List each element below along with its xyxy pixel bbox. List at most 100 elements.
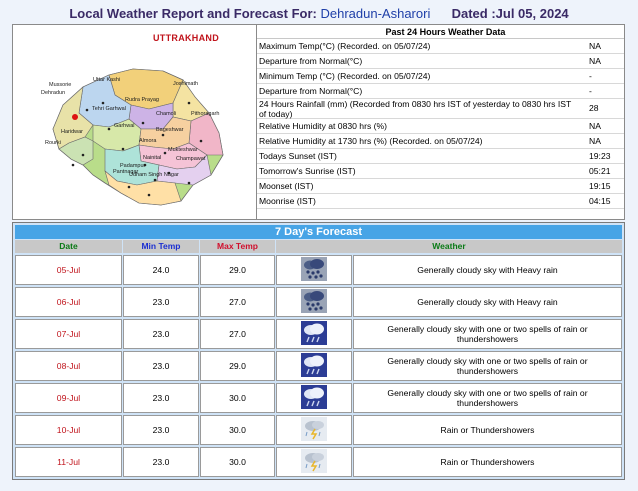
forecast-min-temp: 23.0 xyxy=(123,287,199,317)
forecast-max-temp: 30.0 xyxy=(200,447,275,477)
past-data-value: - xyxy=(589,86,592,96)
rain-cloud-icon xyxy=(301,321,327,347)
past-data-value: 05:21 xyxy=(589,166,611,176)
past-data-row: Relative Humidity at 0830 hrs (%) NA xyxy=(257,119,624,134)
past-data-row: Tomorrow's Sunrise (IST) 05:21 xyxy=(257,164,624,179)
past-data-label: Moonrise (IST) xyxy=(259,196,316,206)
forecast-weather-description: Generally cloudy sky with Heavy rain xyxy=(353,287,622,317)
town-label: Pantnagar xyxy=(113,169,139,175)
town-label: Rudra Prayag xyxy=(125,97,159,103)
forecast-min-temp: 23.0 xyxy=(123,351,199,381)
past-data-row: Moonset (IST) 19:15 xyxy=(257,179,624,194)
past-data-value: 28 xyxy=(589,103,599,113)
past-data-value: NA xyxy=(589,56,601,66)
forecast-row: 09-Jul 23.0 30.0 Generally cloudy sky with … xyxy=(15,383,622,413)
forecast-icon-cell xyxy=(276,319,352,349)
forecast-icon-cell xyxy=(276,415,352,445)
forecast-max-temp: 30.0 xyxy=(200,415,275,445)
forecast-row: 10-Jul 23.0 30.0 Rain or Thundershowers xyxy=(15,415,622,445)
thundershower-icon xyxy=(301,449,327,475)
forecast-max-temp: 29.0 xyxy=(200,351,275,381)
past-data-label: Departure from Normal(°C) xyxy=(259,56,363,66)
town-label: Tehri Garhwal xyxy=(92,106,126,112)
top-panel: UTTRAKHAND Uttar Kashi Mussorie Dehradun… xyxy=(12,24,625,220)
town-label: Mukteshwar xyxy=(168,147,198,153)
forecast-date: 11-Jul xyxy=(15,447,122,477)
forecast-icon-cell xyxy=(276,287,352,317)
town-label: Uttar Kashi xyxy=(93,77,121,83)
forecast-row: 07-Jul 23.0 27.0 Generally cloudy sky with … xyxy=(15,319,622,349)
forecast-row: 06-Jul 23.0 27.0 Generally cloudy sky with … xyxy=(15,287,622,317)
forecast-date: 08-Jul xyxy=(15,351,122,381)
town-label: Garhwal xyxy=(114,123,135,129)
column-header-min-temp: Min Temp xyxy=(123,240,199,253)
past-data-label: Relative Humidity at 1730 hrs (%) (Recor… xyxy=(259,136,483,146)
town-label: Padampur xyxy=(120,163,146,169)
past-data-label: Relative Humidity at 0830 hrs (%) xyxy=(259,121,387,131)
forecast-weather-description: Generally cloudy sky with one or two spe… xyxy=(353,351,622,381)
town-label: Nainital xyxy=(143,155,162,161)
forecast-max-temp: 30.0 xyxy=(200,383,275,413)
town-label: Haridwar xyxy=(61,129,84,135)
column-header-date: Date xyxy=(15,240,122,253)
title-location: Dehradun-Asharori xyxy=(320,6,431,21)
past-data-value: NA xyxy=(589,121,601,131)
past-24-hours-panel: Past 24 Hours Weather Data Maximum Temp(… xyxy=(257,25,624,219)
forecast-min-temp: 24.0 xyxy=(123,255,199,285)
past-data-value: 04:15 xyxy=(589,196,611,206)
town-label: Joshimath xyxy=(173,81,199,87)
forecast-weather-description: Generally cloudy sky with one or two spe… xyxy=(353,383,622,413)
title-prefix: Local Weather Report and Forecast For: xyxy=(69,6,317,21)
heavy-rain-icon xyxy=(301,289,327,315)
page-title: Local Weather Report and Forecast For: D… xyxy=(0,6,638,21)
town-label: Rourki xyxy=(45,140,61,146)
past-data-label: Todays Sunset (IST) xyxy=(259,151,337,161)
past-data-row: Todays Sunset (IST) 19:23 xyxy=(257,149,624,164)
forecast-row: 05-Jul 24.0 29.0 Generally cloudy sky with … xyxy=(15,255,622,285)
title-date: Dated :Jul 05, 2024 xyxy=(451,6,569,21)
forecast-date: 06-Jul xyxy=(15,287,122,317)
past-data-row: Relative Humidity at 1730 hrs (%) (Recor… xyxy=(257,134,624,149)
past-data-value: NA xyxy=(589,41,601,51)
column-header-max-temp: Max Temp xyxy=(200,240,275,253)
thundershower-icon xyxy=(301,417,327,443)
forecast-title: 7 Day's Forecast xyxy=(15,225,622,239)
past-data-row: Moonrise (IST) 04:15 xyxy=(257,194,624,209)
past-data-row: Minimum Temp (°C) (Recorded. on 05/07/24… xyxy=(257,69,624,84)
past-data-row: 24 Hours Rainfall (mm) (Recorded from 08… xyxy=(257,99,624,119)
past-data-value: 19:23 xyxy=(589,151,611,161)
forecast-weather-description: Rain or Thundershowers xyxy=(353,415,622,445)
forecast-icon-cell xyxy=(276,383,352,413)
past-data-label: Moonset (IST) xyxy=(259,181,314,191)
past-data-label: Minimum Temp (°C) (Recorded. on 05/07/24… xyxy=(259,71,431,81)
past-data-label: Maximum Temp(°C) (Recorded. on 05/07/24) xyxy=(259,41,431,51)
town-label: Udham Singh Nagar xyxy=(129,172,179,178)
heavy-rain-icon xyxy=(301,257,327,283)
past-data-label: 24 Hours Rainfall (mm) (Recorded from 08… xyxy=(259,99,572,119)
forecast-icon-cell xyxy=(276,255,352,285)
capital-marker xyxy=(72,114,78,120)
forecast-weather-description: Generally cloudy sky with Heavy rain xyxy=(353,255,622,285)
past-data-label: Departure from Normal(°C) xyxy=(259,86,363,96)
forecast-weather-description: Rain or Thundershowers xyxy=(353,447,622,477)
town-label: Almora xyxy=(139,138,157,144)
forecast-weather-description: Generally cloudy sky with one or two spe… xyxy=(353,319,622,349)
past-data-row: Departure from Normal(°C) NA xyxy=(257,54,624,69)
past-data-row: Maximum Temp(°C) (Recorded. on 05/07/24)… xyxy=(257,39,624,54)
forecast-row: 11-Jul 23.0 30.0 Rain or Thundershowers xyxy=(15,447,622,477)
town-label: Bageshwar xyxy=(156,127,184,133)
town-label: Mussorie xyxy=(49,82,72,88)
forecast-icon-cell xyxy=(276,447,352,477)
forecast-max-temp: 27.0 xyxy=(200,319,275,349)
uttarakhand-map xyxy=(52,68,224,206)
forecast-date: 09-Jul xyxy=(15,383,122,413)
past-data-value: 19:15 xyxy=(589,181,611,191)
forecast-date: 10-Jul xyxy=(15,415,122,445)
forecast-row: 08-Jul 23.0 29.0 Generally cloudy sky with … xyxy=(15,351,622,381)
map-title: UTTRAKHAND xyxy=(153,33,219,43)
map-panel: UTTRAKHAND Uttar Kashi Mussorie Dehradun… xyxy=(13,25,257,219)
town-label: Dehradun xyxy=(41,90,66,96)
forecast-table: 7 Day's Forecast Date Min Temp Max Temp … xyxy=(12,222,625,480)
forecast-date: 07-Jul xyxy=(15,319,122,349)
rain-cloud-icon xyxy=(301,385,327,411)
